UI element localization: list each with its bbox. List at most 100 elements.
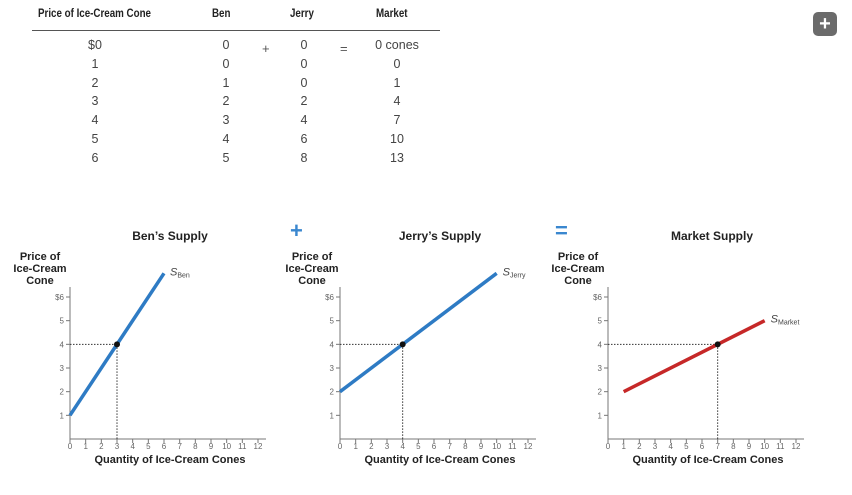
x-tick-label: 2 bbox=[637, 442, 642, 451]
x-tick-label: 10 bbox=[492, 442, 501, 451]
chart-title: Ben’s Supply bbox=[132, 229, 208, 243]
y-tick-label: 2 bbox=[330, 388, 335, 397]
highlight-point bbox=[114, 341, 120, 348]
y-tick-label: 4 bbox=[330, 340, 335, 349]
table-cell: 0 bbox=[300, 75, 308, 90]
table-header-market: Market bbox=[376, 8, 408, 20]
table-cell: 4 bbox=[300, 113, 308, 128]
y-tick-label: 3 bbox=[60, 364, 65, 373]
y-tick-label: 3 bbox=[330, 364, 335, 373]
x-tick-label: 9 bbox=[747, 442, 752, 451]
y-axis-label: Cone bbox=[298, 275, 326, 287]
y-tick-label: 3 bbox=[598, 364, 603, 373]
x-tick-label: 1 bbox=[83, 442, 88, 451]
supply-curve bbox=[338, 271, 498, 394]
y-tick-label: 5 bbox=[60, 317, 65, 326]
x-axis-label: Quantity of Ice-Cream Cones bbox=[365, 454, 516, 466]
highlight-point bbox=[399, 341, 406, 348]
y-tick-label: 1 bbox=[598, 411, 603, 420]
chart-equals-operator: = bbox=[555, 218, 568, 243]
x-tick-label: 0 bbox=[606, 442, 611, 451]
x-tick-label: 9 bbox=[479, 442, 484, 451]
x-tick-label: 3 bbox=[653, 442, 658, 451]
table-header-jerry: Jerry bbox=[290, 8, 314, 20]
table-cell: 1 bbox=[222, 75, 230, 90]
x-tick-label: 7 bbox=[447, 442, 452, 451]
x-tick-label: 9 bbox=[209, 442, 214, 451]
x-tick-label: 3 bbox=[115, 442, 120, 451]
y-tick-label: 1 bbox=[330, 411, 335, 420]
x-tick-label: 8 bbox=[731, 442, 736, 451]
x-tick-label: 1 bbox=[621, 442, 626, 451]
x-tick-label: 4 bbox=[400, 442, 405, 451]
table-cell: 0 bbox=[300, 38, 308, 52]
x-tick-label: 12 bbox=[524, 442, 533, 451]
y-tick-label: 4 bbox=[598, 340, 603, 349]
table-cell: 0 bbox=[222, 38, 230, 52]
y-tick-label: $6 bbox=[55, 293, 64, 302]
table-cell: 4 bbox=[91, 113, 99, 128]
x-tick-label: 6 bbox=[162, 442, 167, 451]
table-cell: 1 bbox=[91, 56, 99, 71]
y-axis-label: Price of bbox=[292, 251, 333, 263]
table-cell: 6 bbox=[300, 132, 308, 146]
x-tick-label: 8 bbox=[193, 442, 198, 451]
table-cell: 8 bbox=[300, 150, 308, 165]
x-tick-label: 3 bbox=[385, 442, 390, 451]
table-cell: $0 bbox=[88, 38, 102, 52]
x-tick-label: 10 bbox=[222, 442, 231, 451]
x-tick-label: 11 bbox=[776, 442, 785, 451]
x-tick-label: 6 bbox=[432, 442, 437, 451]
y-axis-label: Price of bbox=[20, 251, 61, 263]
table-cell: 7 bbox=[393, 113, 401, 128]
series-label-subscript: Ben bbox=[177, 272, 190, 279]
x-tick-label: 10 bbox=[760, 442, 769, 451]
supply-curve bbox=[622, 319, 766, 394]
x-tick-label: 5 bbox=[684, 442, 689, 451]
y-axis-label: Ice-Cream bbox=[551, 263, 604, 275]
table-cell: 6 bbox=[91, 150, 99, 165]
x-tick-label: 2 bbox=[369, 442, 374, 451]
table-cell: 0 bbox=[393, 56, 401, 71]
table-cell: 5 bbox=[222, 150, 230, 165]
series-label: SBen bbox=[170, 266, 190, 279]
y-tick-label: 2 bbox=[60, 388, 65, 397]
x-tick-label: 2 bbox=[99, 442, 104, 451]
table-equals-sign: = bbox=[340, 41, 348, 56]
x-tick-label: 11 bbox=[508, 442, 517, 451]
table-cell: 3 bbox=[222, 113, 230, 128]
x-axis-label: Quantity of Ice-Cream Cones bbox=[95, 454, 246, 466]
series-label: SMarket bbox=[771, 314, 800, 327]
series-label: SJerry bbox=[503, 266, 526, 279]
table-cell: 2 bbox=[91, 75, 99, 90]
y-tick-label: $6 bbox=[593, 293, 602, 302]
table-cell: 2 bbox=[222, 94, 230, 109]
y-tick-label: $6 bbox=[325, 293, 334, 302]
table-cell: 3 bbox=[91, 94, 99, 109]
series-label-subscript: Jerry bbox=[510, 272, 526, 279]
table-header-price: Price of Ice-Cream Cone bbox=[38, 8, 151, 20]
table-cell: 2 bbox=[300, 94, 308, 109]
y-tick-label: 2 bbox=[598, 388, 603, 397]
table-cell: 0 cones bbox=[375, 38, 419, 52]
y-tick-label: 1 bbox=[60, 411, 65, 420]
x-tick-label: 12 bbox=[792, 442, 801, 451]
plus-icon[interactable]: + bbox=[813, 12, 837, 36]
y-tick-label: 4 bbox=[60, 340, 65, 349]
table-header-divider bbox=[32, 30, 440, 31]
table-cell: 13 bbox=[390, 150, 404, 165]
chart-plus-operator: + bbox=[290, 218, 303, 243]
y-axis-label: Ice-Cream bbox=[285, 263, 338, 275]
x-tick-label: 4 bbox=[668, 442, 673, 451]
x-tick-label: 11 bbox=[238, 442, 247, 451]
table-cell: 4 bbox=[393, 94, 401, 109]
table-cell: 1 bbox=[393, 75, 401, 90]
series-label-subscript: Market bbox=[778, 320, 799, 327]
y-axis-label: Cone bbox=[564, 275, 592, 287]
y-axis-label: Price of bbox=[558, 251, 599, 263]
chart-title: Market Supply bbox=[671, 229, 753, 243]
table-header-ben: Ben bbox=[212, 8, 231, 20]
y-axis-label: Ice-Cream bbox=[13, 263, 66, 275]
highlight-point bbox=[714, 341, 721, 348]
